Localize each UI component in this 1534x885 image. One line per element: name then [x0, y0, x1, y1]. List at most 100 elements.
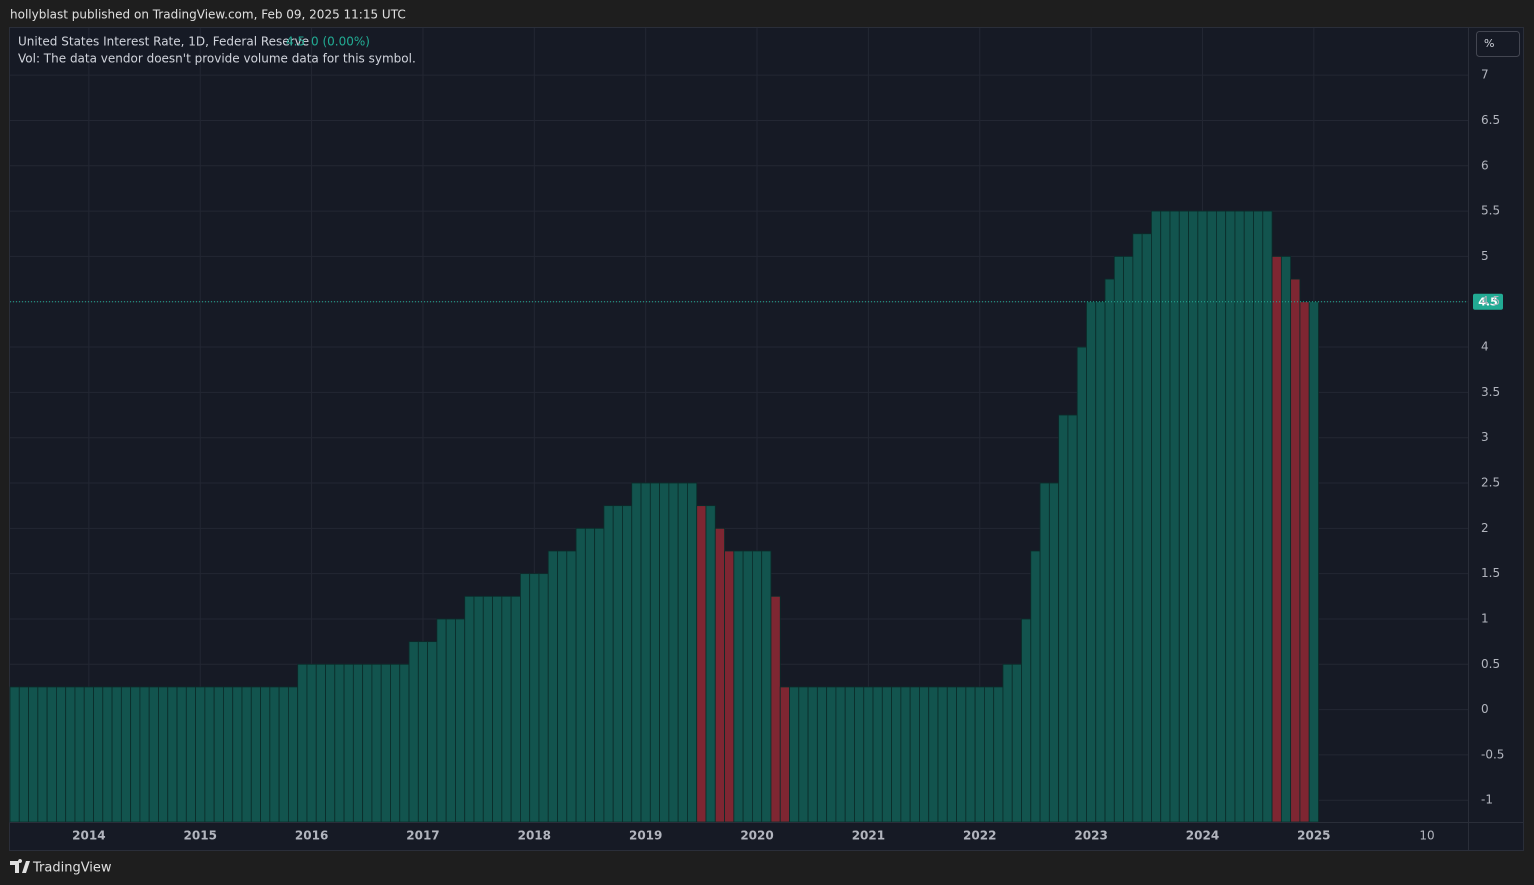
bar — [909, 686, 920, 823]
y-tick-label: 6.5 — [1481, 113, 1500, 127]
bar — [390, 663, 401, 823]
x-tick-label: 2016 — [295, 829, 328, 843]
bar — [417, 641, 429, 823]
bar — [1113, 256, 1124, 823]
bar — [1086, 301, 1097, 823]
y-tick-label: 4 — [1481, 340, 1489, 354]
bar — [937, 686, 948, 823]
bar — [1206, 210, 1217, 823]
volume-note: Vol: The data vendor doesn't provide vol… — [18, 52, 416, 66]
bar — [993, 686, 1004, 823]
bar — [37, 686, 48, 823]
bar — [575, 527, 586, 823]
tradingview-logo — [10, 859, 30, 873]
bar — [640, 482, 651, 823]
bar — [46, 686, 57, 823]
bar — [770, 595, 781, 823]
bar — [798, 686, 809, 823]
x-tick-label: 2024 — [1186, 829, 1219, 843]
bar — [18, 686, 29, 823]
bar — [1021, 618, 1032, 823]
bar — [408, 641, 419, 823]
bar — [659, 482, 670, 823]
publisher-line: hollyblast published on TradingView.com,… — [10, 8, 406, 22]
bar — [1048, 482, 1060, 823]
bar — [649, 482, 661, 823]
bar — [306, 663, 317, 823]
bar — [510, 595, 521, 823]
bar — [1253, 210, 1264, 823]
bar — [120, 686, 132, 823]
bar — [816, 686, 828, 823]
bar — [362, 663, 373, 823]
bar — [946, 686, 957, 823]
y-tick-label: 5 — [1481, 249, 1489, 263]
bar — [1225, 210, 1236, 823]
bar — [56, 686, 67, 823]
bar — [863, 686, 874, 823]
bar — [1011, 663, 1022, 823]
bar — [631, 482, 642, 823]
bar — [1188, 210, 1199, 823]
bar — [529, 573, 540, 823]
bar — [176, 686, 187, 823]
bar — [65, 686, 76, 823]
bar — [1308, 301, 1319, 823]
bar — [733, 550, 744, 823]
bar — [566, 550, 577, 823]
bar — [185, 686, 197, 823]
bar — [779, 686, 790, 823]
unit-button[interactable] — [1476, 31, 1520, 57]
unit-button-label[interactable]: % — [1484, 37, 1494, 50]
bar — [83, 686, 94, 823]
bar — [1271, 256, 1282, 823]
bar — [705, 505, 716, 823]
bar — [223, 686, 234, 823]
bar — [315, 663, 326, 823]
bar — [1178, 210, 1189, 823]
bar — [742, 550, 753, 823]
bar — [111, 686, 122, 823]
bar — [492, 595, 503, 823]
bar — [455, 618, 466, 823]
bar — [1104, 278, 1115, 823]
bar — [557, 550, 568, 823]
bar — [928, 686, 939, 823]
x-tick-label: 2020 — [740, 829, 773, 843]
bar — [1002, 663, 1013, 823]
bar — [956, 686, 967, 823]
bar — [287, 686, 299, 823]
bar — [1067, 414, 1078, 823]
bar — [594, 527, 605, 823]
bar — [445, 618, 456, 823]
bar — [789, 686, 800, 823]
bar — [1095, 301, 1106, 823]
bar — [148, 686, 159, 823]
bar — [1262, 210, 1273, 823]
y-tick-label: 1 — [1481, 611, 1489, 625]
bar — [881, 686, 893, 823]
bar — [974, 686, 985, 823]
bar — [139, 686, 150, 823]
x-tick-label: 2025 — [1297, 829, 1330, 843]
bar — [1123, 256, 1134, 823]
x-tick-label: 2015 — [184, 829, 217, 843]
bar — [427, 641, 438, 823]
last-value-label: 4.5 — [1478, 296, 1498, 309]
x-tick-label: 2014 — [72, 829, 105, 843]
y-tick-label: 7 — [1481, 68, 1489, 82]
bar — [102, 686, 113, 823]
bar — [1216, 210, 1227, 823]
bar — [520, 573, 531, 823]
bar — [278, 686, 289, 823]
y-tick-label: -1 — [1481, 793, 1493, 807]
bar — [473, 595, 484, 823]
bar — [724, 550, 735, 823]
bar — [325, 663, 336, 823]
bar — [965, 686, 976, 823]
logo-icon — [10, 859, 30, 873]
bar — [603, 505, 614, 823]
y-tick-label: -0.5 — [1481, 747, 1504, 761]
bar — [547, 550, 558, 823]
